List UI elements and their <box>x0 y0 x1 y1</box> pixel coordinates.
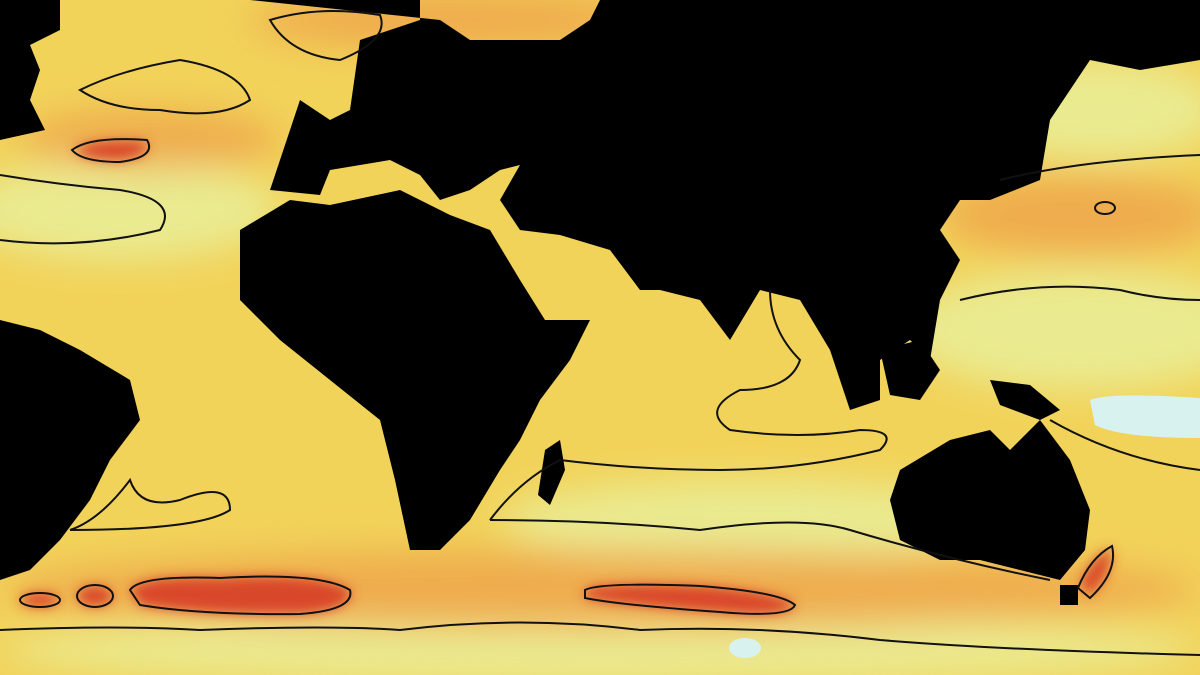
hot-patch <box>77 586 113 606</box>
island-land <box>405 60 417 88</box>
warm-band <box>940 175 1200 255</box>
land-masses <box>0 0 1200 605</box>
contour-line <box>128 575 352 616</box>
africa-land <box>240 190 590 550</box>
cool-patch <box>729 638 761 658</box>
contour-line <box>1094 201 1116 215</box>
light-band <box>0 615 1200 675</box>
contour-line <box>1049 419 1200 471</box>
contour-line <box>78 58 252 115</box>
island-land <box>1060 585 1078 605</box>
contour-line <box>268 10 383 62</box>
hot-patch <box>75 141 148 160</box>
contour-line <box>19 592 61 608</box>
contour-line <box>959 285 1200 301</box>
contour-line <box>0 621 1200 656</box>
hot-patch <box>1080 548 1111 595</box>
south-america-land <box>0 320 140 580</box>
warm-band <box>20 110 280 170</box>
madagascar-land <box>538 440 565 505</box>
light-band <box>500 480 1000 560</box>
hot-patch <box>130 576 351 615</box>
contour-line <box>999 154 1200 181</box>
contour-line <box>0 174 166 245</box>
contour-lines <box>0 10 1200 656</box>
contour-line <box>489 519 1051 581</box>
eurasia-land <box>250 0 1200 410</box>
contour-line <box>489 289 888 521</box>
contour-line <box>69 477 232 531</box>
australia-land <box>890 420 1090 580</box>
hot-patch <box>585 584 795 614</box>
contour-line <box>76 584 114 608</box>
north-america-land <box>0 0 60 140</box>
contour-line <box>70 138 151 164</box>
light-band <box>900 270 1200 390</box>
cool-patch <box>1090 395 1200 438</box>
hot-patch <box>20 593 60 607</box>
contour-line <box>1076 544 1114 600</box>
contour-line <box>584 583 797 615</box>
maritime-asia-land <box>880 340 1060 420</box>
